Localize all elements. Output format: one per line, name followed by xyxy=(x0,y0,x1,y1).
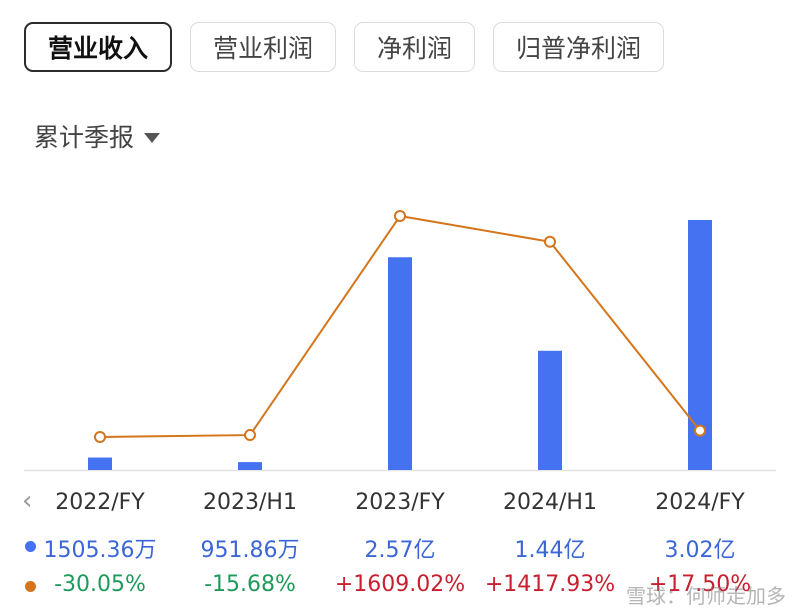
growth-point xyxy=(694,424,706,437)
revenue-bar xyxy=(238,462,262,470)
revenue-value: 1505.36万 xyxy=(43,538,157,563)
growth-value: +17.50% xyxy=(648,572,752,597)
growth-value: -15.68% xyxy=(204,572,296,597)
chevron-left-icon[interactable]: ‹ xyxy=(22,486,33,516)
category-label: 2022/FY xyxy=(55,490,145,515)
revenue-bar xyxy=(538,350,562,470)
tab-revenue[interactable]: 营业收入 xyxy=(24,22,173,72)
tab-net-profit[interactable]: 净利润 xyxy=(354,22,476,72)
category-label: 2023/FY xyxy=(355,490,445,515)
watermark: 雪球：何师走加多 xyxy=(626,584,786,608)
tab-attributable-net-profit[interactable]: 归普净利润 xyxy=(493,22,665,72)
category-label: 2024/H1 xyxy=(503,490,597,515)
revenue-value: 951.86万 xyxy=(200,538,300,563)
caret-down-icon xyxy=(144,133,161,143)
period-selector-label: 累计季报 xyxy=(34,123,135,152)
revenue-value: 2.57亿 xyxy=(364,538,436,563)
growth-point xyxy=(394,210,406,222)
category-label: 2024/FY xyxy=(655,490,745,515)
revenue-value-row: 1505.36万 951.86万 2.57亿 1.44亿 3.02亿 xyxy=(0,528,800,564)
growth-point xyxy=(544,235,556,248)
revenue-bar xyxy=(88,457,112,470)
revenue-value: 1.44亿 xyxy=(514,538,586,563)
period-selector[interactable]: 累计季报 xyxy=(34,118,161,154)
growth-value: +1417.93% xyxy=(484,572,616,597)
growth-point xyxy=(94,431,106,443)
bar-legend-dot xyxy=(25,541,36,552)
growth-value: -30.05% xyxy=(54,572,146,597)
growth-value-row: -30.05% -15.68% +1609.02% +1417.93% +17.… xyxy=(0,568,800,604)
tab-operating-profit[interactable]: 营业利润 xyxy=(190,22,337,72)
metric-tabs: 营业收入 营业利润 净利润 归普净利润 xyxy=(24,22,665,72)
growth-point xyxy=(244,429,256,442)
revenue-bar xyxy=(388,257,412,470)
category-label: 2023/H1 xyxy=(203,490,297,515)
line-legend-dot xyxy=(25,581,36,592)
growth-value: +1609.02% xyxy=(334,572,466,597)
revenue-value: 3.02亿 xyxy=(664,538,736,563)
category-row: ‹ 2022/FY 2023/H1 2023/FY 2024/H1 2024/F… xyxy=(0,486,800,522)
